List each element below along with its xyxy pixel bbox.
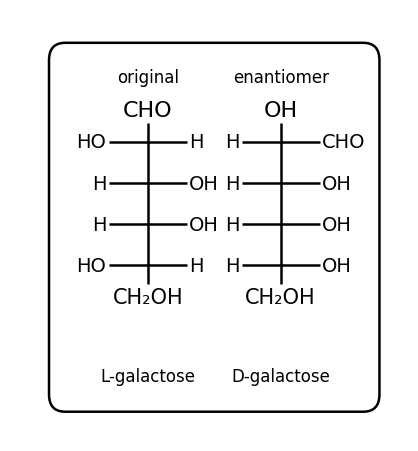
Text: OH: OH <box>322 256 352 275</box>
Text: CH₂OH: CH₂OH <box>112 287 183 308</box>
Text: OH: OH <box>189 174 219 193</box>
Text: OH: OH <box>322 174 352 193</box>
Text: D-galactose: D-galactose <box>231 368 330 385</box>
Text: H: H <box>224 174 239 193</box>
Text: H: H <box>224 215 239 234</box>
Text: H: H <box>189 256 204 275</box>
Text: OH: OH <box>189 215 219 234</box>
Text: CH₂OH: CH₂OH <box>245 287 316 308</box>
Text: H: H <box>224 256 239 275</box>
Text: H: H <box>189 133 204 152</box>
Text: L-galactose: L-galactose <box>100 368 195 385</box>
Text: HO: HO <box>76 256 106 275</box>
Text: original: original <box>117 69 179 87</box>
Text: enantiomer: enantiomer <box>233 69 329 87</box>
Text: H: H <box>92 174 106 193</box>
Text: OH: OH <box>322 215 352 234</box>
Text: CHO: CHO <box>123 101 173 121</box>
Text: H: H <box>224 133 239 152</box>
Text: HO: HO <box>76 133 106 152</box>
Text: H: H <box>92 215 106 234</box>
Text: CHO: CHO <box>322 133 366 152</box>
Text: OH: OH <box>264 101 298 121</box>
FancyBboxPatch shape <box>49 44 380 412</box>
